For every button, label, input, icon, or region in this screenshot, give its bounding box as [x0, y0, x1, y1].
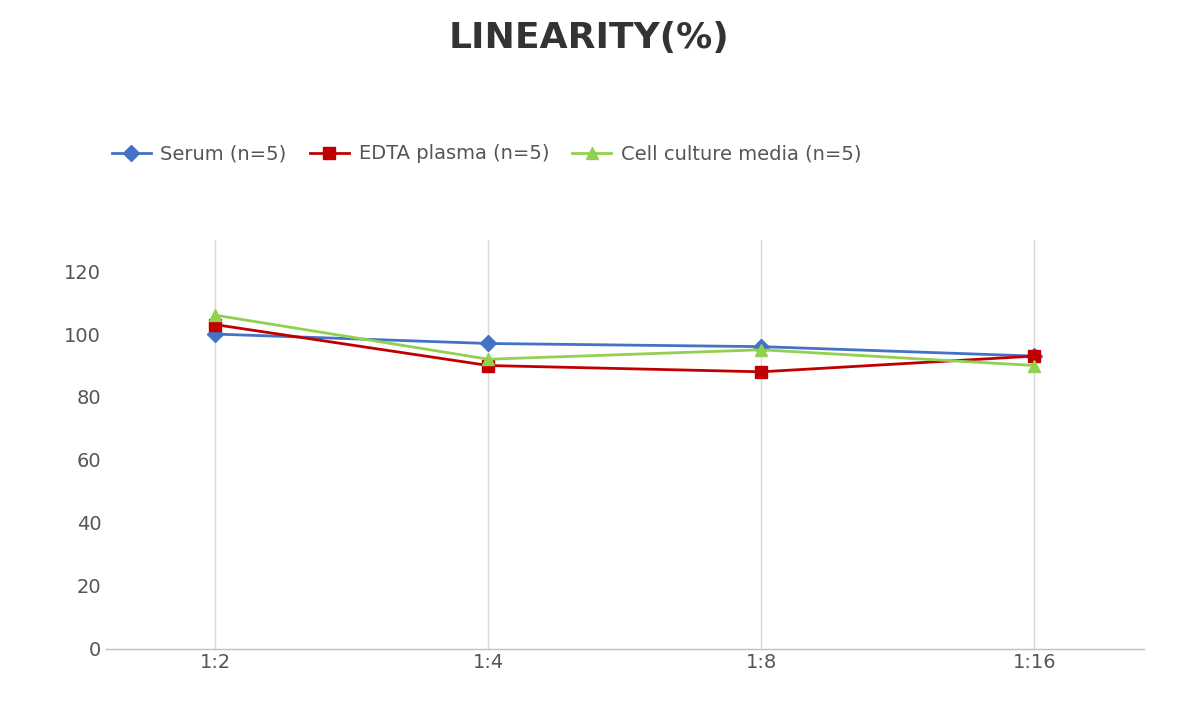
EDTA plasma (n=5) [481, 361, 495, 369]
Serum (n=5) [755, 343, 769, 351]
Serum (n=5) [209, 330, 223, 338]
Line: EDTA plasma (n=5): EDTA plasma (n=5) [210, 319, 1040, 377]
Cell culture media (n=5) [1027, 361, 1041, 369]
Line: Cell culture media (n=5): Cell culture media (n=5) [209, 309, 1041, 372]
Legend: Serum (n=5), EDTA plasma (n=5), Cell culture media (n=5): Serum (n=5), EDTA plasma (n=5), Cell cul… [104, 137, 869, 171]
Cell culture media (n=5) [481, 355, 495, 364]
Serum (n=5) [481, 339, 495, 348]
EDTA plasma (n=5) [209, 320, 223, 329]
Text: LINEARITY(%): LINEARITY(%) [449, 21, 730, 55]
Line: Serum (n=5): Serum (n=5) [210, 329, 1040, 362]
Cell culture media (n=5) [755, 345, 769, 354]
EDTA plasma (n=5) [1027, 352, 1041, 360]
EDTA plasma (n=5) [755, 367, 769, 376]
Cell culture media (n=5) [209, 311, 223, 319]
Serum (n=5) [1027, 352, 1041, 360]
